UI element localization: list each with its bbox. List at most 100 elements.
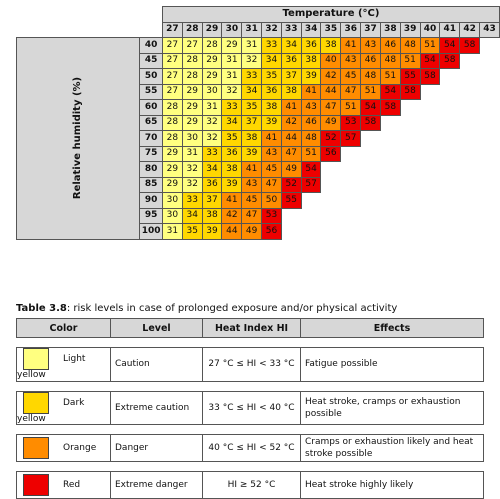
empty-cell xyxy=(439,68,460,84)
humidity-row: 60 28 29 31 33 35 38 41 43 47 51 54 58 xyxy=(17,99,500,116)
temperature-header-cell: 36 xyxy=(340,21,362,38)
heat-index-cell: 58 xyxy=(379,99,401,116)
empty-cell xyxy=(301,192,321,208)
heat-index-cell: 58 xyxy=(360,114,381,131)
header-heat-index: Heat Index HI xyxy=(202,318,301,338)
heat-index-cell: 32 xyxy=(201,114,223,131)
heat-index-cell: 46 xyxy=(360,52,381,69)
heat-index-cell: 41 xyxy=(340,37,362,54)
heat-index-cell: 39 xyxy=(221,176,243,193)
color-cell: Light yellow xyxy=(16,347,111,382)
heat-index-cell: 46 xyxy=(300,114,322,131)
humidity-header-cell: 60 xyxy=(139,99,163,116)
empty-cell xyxy=(459,223,480,239)
heat-index-cell: 35 xyxy=(221,130,243,147)
empty-cell xyxy=(281,223,302,239)
risk-row: Dark yellow Extreme caution 33 °C ≤ HI < 4… xyxy=(16,390,484,425)
heat-index-cell: 41 xyxy=(221,192,243,209)
temperature-header-cell: 40 xyxy=(419,21,441,38)
empty-cell xyxy=(400,208,421,224)
heat-index-cell: 49 xyxy=(320,114,342,131)
temperature-header-cell: 35 xyxy=(320,21,342,38)
heat-index-cell: 55 xyxy=(399,68,421,85)
level-cell: Danger xyxy=(110,434,203,462)
empty-cell xyxy=(301,208,321,224)
heat-index-cell: 28 xyxy=(181,68,203,85)
heat-index-cell: 47 xyxy=(340,83,362,100)
heat-index-cell: 32 xyxy=(221,83,243,100)
heat-index-cell: 36 xyxy=(201,176,223,193)
temperature-header-cell: 39 xyxy=(399,21,421,38)
heat-index-cell: 27 xyxy=(181,37,203,54)
heat-index-cell: 32 xyxy=(181,161,203,178)
heat-index-cell: 39 xyxy=(261,114,282,131)
corner-blank xyxy=(17,22,140,38)
heat-index-cell: 56 xyxy=(261,223,282,240)
caption-text: : risk levels in case of prolonged expos… xyxy=(66,303,398,314)
empty-cell xyxy=(380,177,401,193)
heat-index-cell: 36 xyxy=(300,37,322,54)
heat-index-cell: 47 xyxy=(320,99,342,116)
heat-index-cell: 29 xyxy=(181,99,203,116)
heat-index-cell: 36 xyxy=(280,52,302,69)
corner-blank xyxy=(140,7,163,23)
risk-levels-table: Color Level Heat Index HI Effects Light … xyxy=(16,318,484,499)
empty-cell xyxy=(420,115,440,131)
empty-cell xyxy=(400,99,421,115)
temperature-header-cell: 32 xyxy=(261,21,282,38)
heat-index-cell: 44 xyxy=(280,130,302,147)
color-swatch xyxy=(23,437,49,459)
header-color: Color xyxy=(16,318,111,338)
heat-index-cell: 38 xyxy=(320,37,342,54)
heat-index-cell: 43 xyxy=(360,37,381,54)
level-cell: Caution xyxy=(110,347,203,382)
spacer-cell xyxy=(17,338,484,348)
humidity-title-text: Relative humidity (%) xyxy=(72,77,84,200)
empty-cell xyxy=(340,161,361,177)
empty-cell xyxy=(360,177,381,193)
empty-cell xyxy=(340,192,361,208)
empty-cell xyxy=(380,146,401,162)
color-name: Orange xyxy=(63,443,97,453)
heat-index-cell: 30 xyxy=(181,130,203,147)
empty-cell xyxy=(439,192,460,208)
heat-index-cell: 37 xyxy=(241,114,263,131)
empty-cell xyxy=(439,161,460,177)
heat-index-cell: 46 xyxy=(379,37,401,54)
heat-index-cell: 43 xyxy=(300,99,322,116)
heat-index-cell: 30 xyxy=(201,83,223,100)
empty-cell xyxy=(439,223,460,239)
empty-cell xyxy=(420,223,440,239)
humidity-header-cell: 70 xyxy=(139,130,163,147)
color-cell: Orange xyxy=(16,434,111,462)
color-name: Red xyxy=(63,480,81,490)
heat-index-range: 40 °C ≤ HI < 52 °C xyxy=(202,434,301,462)
color-name: Dark yellow xyxy=(17,397,85,424)
empty-cell xyxy=(459,130,480,146)
heat-index-cell: 29 xyxy=(181,83,203,100)
heat-index-cell: 51 xyxy=(399,52,421,69)
empty-cell xyxy=(479,161,500,177)
heat-index-cell: 39 xyxy=(241,145,263,162)
heat-index-cell: 29 xyxy=(181,114,203,131)
heat-index-cell: 48 xyxy=(300,130,322,147)
heat-index-cell: 41 xyxy=(241,161,263,178)
humidity-row: 70 28 30 32 35 38 41 44 48 52 57 xyxy=(17,130,500,147)
row-spacer xyxy=(17,462,484,472)
heat-index-cell: 31 xyxy=(241,37,263,54)
empty-cell xyxy=(479,99,500,115)
heat-index-cell: 31 xyxy=(161,223,183,240)
empty-cell xyxy=(459,99,480,115)
heat-index-cell: 29 xyxy=(161,161,183,178)
empty-cell xyxy=(340,177,361,193)
heat-index-cell: 27 xyxy=(161,83,183,100)
heat-index-cell: 41 xyxy=(280,99,302,116)
heat-index-cell: 57 xyxy=(340,130,362,147)
empty-cell xyxy=(400,130,421,146)
empty-cell xyxy=(459,68,480,84)
color-swatch xyxy=(23,348,49,370)
heat-index-cell: 27 xyxy=(161,68,183,85)
heat-index-cell: 51 xyxy=(360,83,381,100)
heat-index-cell: 35 xyxy=(261,68,282,85)
empty-cell xyxy=(380,192,401,208)
